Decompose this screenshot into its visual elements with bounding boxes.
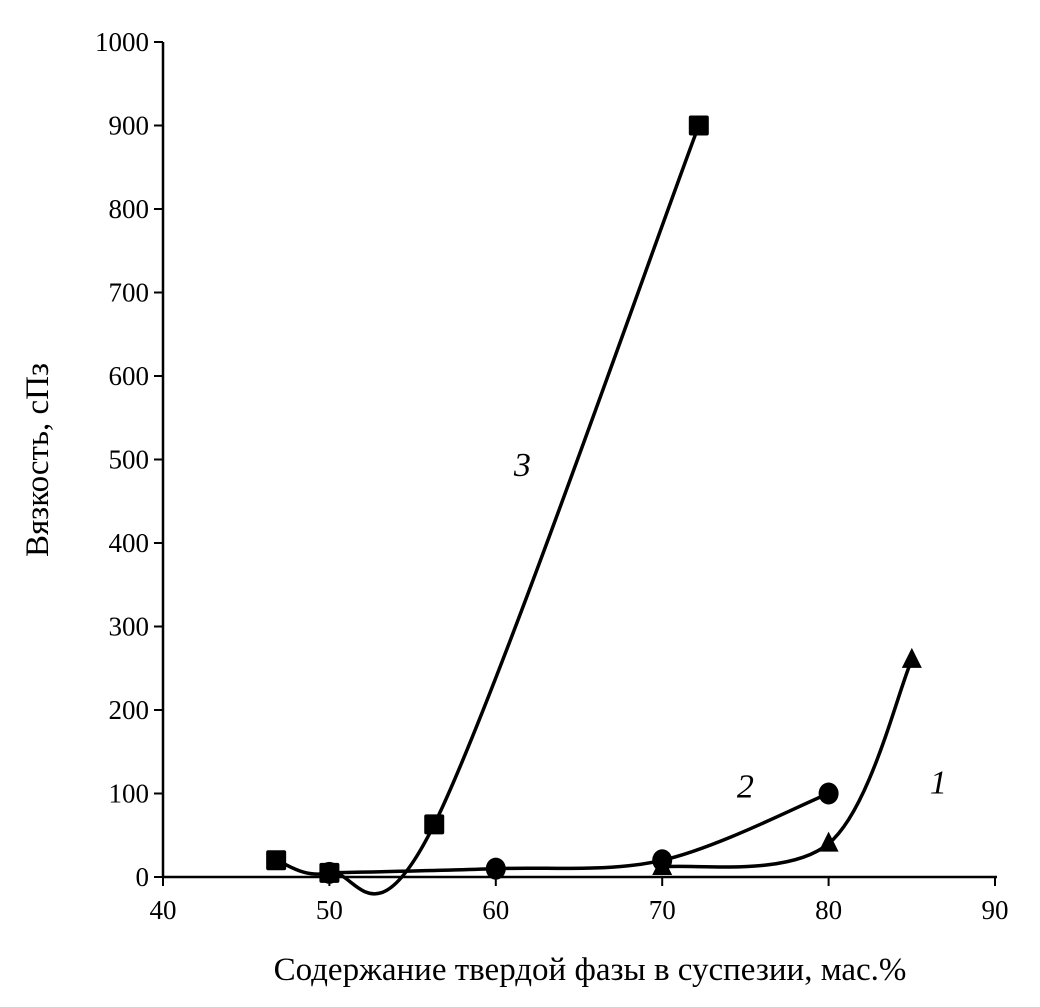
x-axis-label: Содержание твердой фазы в суспезии, мас.… <box>274 952 907 988</box>
series-3-point <box>424 814 445 835</box>
curves <box>275 124 914 896</box>
series-2-point <box>652 849 673 872</box>
x-tick-label: 80 <box>815 895 842 925</box>
series-1-label: 1 <box>930 765 947 802</box>
curve-labels: 1 2 3 <box>513 447 947 805</box>
series-3-point <box>319 862 340 883</box>
x-tick-label: 70 <box>649 895 676 925</box>
y-axis-label: Вязкость, сПз <box>20 363 56 557</box>
y-tick-label: 700 <box>109 278 150 308</box>
x-tick-label: 40 <box>150 895 177 925</box>
y-tick-label: 900 <box>109 111 150 141</box>
series-3-point <box>688 115 709 136</box>
series-3-point <box>266 850 287 871</box>
y-tick-label: 200 <box>109 695 150 725</box>
y-tick-label: 600 <box>109 361 150 391</box>
y-tick-label: 100 <box>109 779 150 809</box>
series-2-point <box>485 857 506 880</box>
y-tick-label: 300 <box>109 612 150 642</box>
series-2-point <box>818 782 839 805</box>
markers <box>266 115 922 884</box>
series-2-label: 2 <box>737 769 754 806</box>
series-3-line <box>275 124 701 896</box>
x-tick-label: 50 <box>316 895 343 925</box>
y-tick-label: 0 <box>136 862 150 892</box>
x-tick-label: 60 <box>482 895 509 925</box>
y-tick-label: 1000 <box>95 27 149 57</box>
series-1-point <box>901 647 922 668</box>
series-1-point <box>818 831 839 852</box>
y-tick-label: 400 <box>109 528 150 558</box>
series-1-line <box>661 659 914 869</box>
axes: 40 50 60 70 80 900100200300400500600700800900… <box>95 27 1009 925</box>
y-tick-label: 800 <box>109 194 150 224</box>
y-tick-label: 500 <box>109 445 150 475</box>
series-3-label: 3 <box>513 447 531 484</box>
x-tick-label: 90 <box>982 895 1009 925</box>
